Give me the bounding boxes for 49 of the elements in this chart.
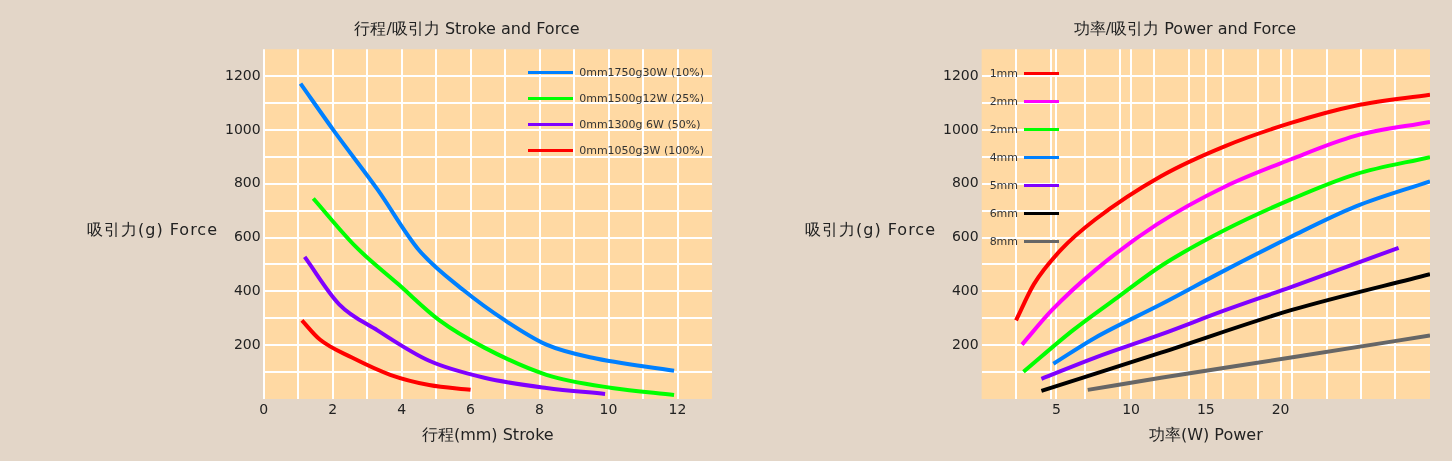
y-tick-label: 200 <box>233 335 261 352</box>
y-tick-label: 400 <box>233 282 261 299</box>
y-tick-label: 800 <box>233 174 261 191</box>
x-tick-label: 8 <box>535 401 545 418</box>
line-series <box>302 254 608 396</box>
line-series <box>1021 155 1430 374</box>
x-tick-label: 10 <box>1122 401 1140 418</box>
chart-title: 行程/吸引力 Stroke and Force <box>354 18 580 38</box>
x-axis-title: 行程(mm) Stroke <box>421 424 554 444</box>
line-series <box>311 196 677 397</box>
legend-label: 0mm1050g3W (100%) <box>579 143 704 157</box>
line-series <box>1051 179 1430 366</box>
y-tick-label: 400 <box>951 282 979 299</box>
x-tick-label: 10 <box>599 401 618 418</box>
line-series <box>1039 272 1430 393</box>
line-series <box>299 318 473 392</box>
y-tick-label: 1000 <box>224 120 261 137</box>
legend-label: 0mm1750g30W (10%) <box>579 65 704 79</box>
x-tick-label: 12 <box>668 401 687 418</box>
y-axis-title: 吸引力(g) Force <box>86 220 219 241</box>
y-tick-label: 1200 <box>942 66 979 83</box>
x-tick-label: 0 <box>259 401 269 418</box>
legend-label: 2mm <box>989 122 1019 136</box>
x-tick-label: 4 <box>397 401 407 418</box>
legend-label: 1mm <box>989 66 1019 80</box>
x-axis-title: 功率(W) Power <box>1148 424 1264 444</box>
line-series <box>1039 245 1401 381</box>
line-series <box>1019 119 1430 347</box>
x-tick-label: 20 <box>1271 401 1290 418</box>
legend-label: 2mm <box>989 94 1019 108</box>
legend-label: 6mm <box>989 206 1019 220</box>
x-tick-label: 6 <box>466 401 476 418</box>
y-tick-label: 1000 <box>942 120 979 137</box>
legend-label: 5mm <box>989 178 1019 192</box>
legend-label: 0mm1300g 6W (50%) <box>579 117 701 131</box>
y-tick-label: 200 <box>951 335 979 352</box>
y-tick-label: 600 <box>233 228 261 245</box>
y-tick-label: 800 <box>951 174 979 191</box>
y-axis-title: 吸引力(g) Force <box>804 220 937 241</box>
line-series <box>1085 333 1430 392</box>
x-tick-label: 15 <box>1196 401 1215 418</box>
x-tick-label: 2 <box>328 401 338 418</box>
y-tick-label: 600 <box>951 228 979 245</box>
legend-label: 0mm1500g12W (25%) <box>579 91 704 105</box>
legend-label: 8mm <box>989 234 1019 248</box>
chart-title: 功率/吸引力 Power and Force <box>1073 18 1297 38</box>
y-tick-label: 1200 <box>224 66 261 83</box>
x-tick-label: 5 <box>1051 401 1061 418</box>
legend-label: 4mm <box>989 150 1019 164</box>
